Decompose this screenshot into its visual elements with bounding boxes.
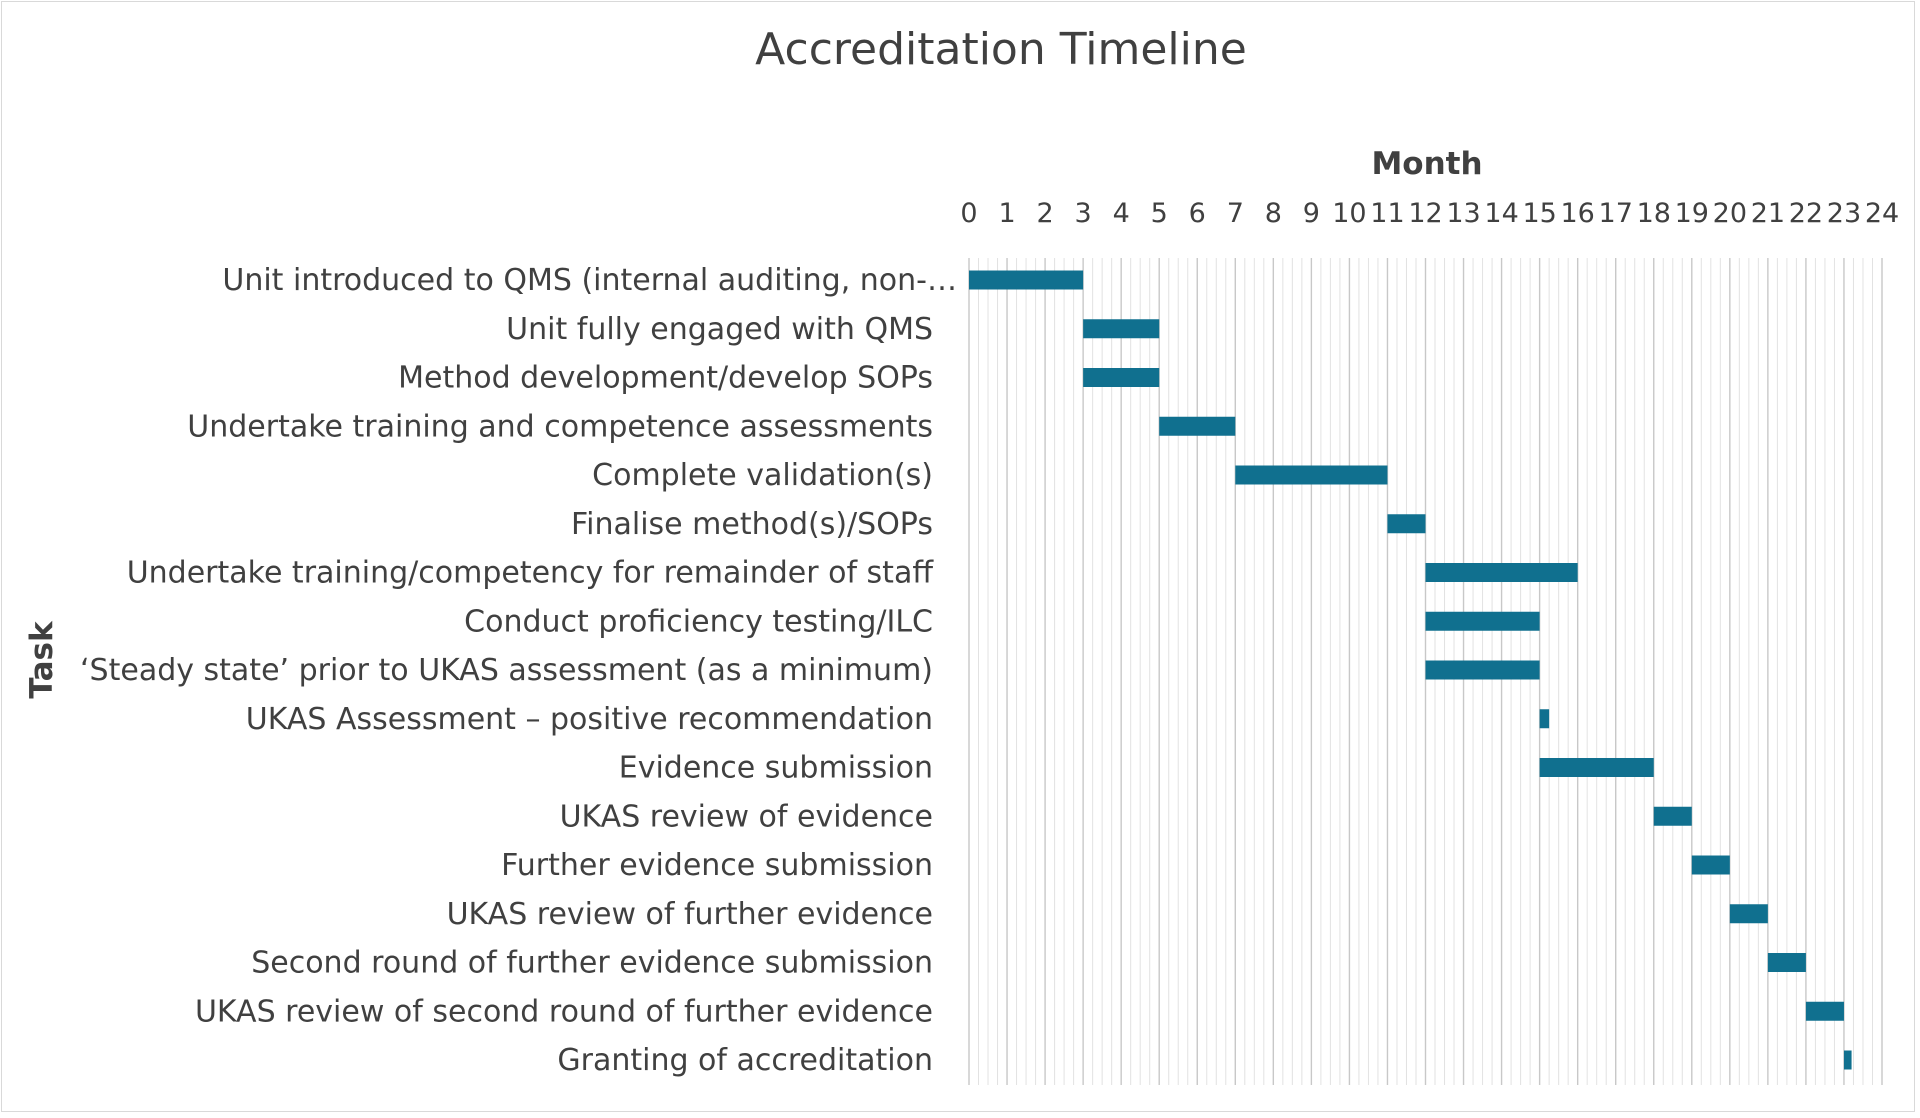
task-label: Undertake training/competency for remain… xyxy=(127,556,935,591)
x-tick-label: 14 xyxy=(1484,198,1518,229)
x-tick-label: 23 xyxy=(1827,198,1861,229)
task-label: UKAS review of second round of further e… xyxy=(195,994,933,1029)
task-bar xyxy=(1539,709,1550,729)
x-tick-label: 22 xyxy=(1789,198,1823,229)
x-tick-label: 13 xyxy=(1446,198,1480,229)
x-tick-label: 5 xyxy=(1151,198,1168,229)
task-bar xyxy=(1425,611,1540,631)
x-tick-label: 15 xyxy=(1522,198,1556,229)
task-label: UKAS review of further evidence xyxy=(447,897,933,932)
x-tick-label: 7 xyxy=(1227,198,1244,229)
task-bar xyxy=(1539,758,1654,777)
grid-lines xyxy=(968,258,1883,1085)
task-label: UKAS Assessment – positive recommendatio… xyxy=(246,702,933,737)
task-labels: Unit introduced to QMS (internal auditin… xyxy=(80,263,957,1078)
task-bar xyxy=(1805,1001,1844,1021)
x-tick-label: 6 xyxy=(1189,198,1206,229)
task-label: ‘Steady state’ prior to UKAS assessment … xyxy=(80,653,933,688)
y-axis-title: Task xyxy=(24,620,60,699)
task-bars xyxy=(969,270,1852,1070)
task-label: Complete validation(s) xyxy=(592,458,933,493)
x-tick-label: 1 xyxy=(998,198,1015,229)
x-tick-label: 4 xyxy=(1113,198,1130,229)
x-tick-label: 3 xyxy=(1075,198,1092,229)
task-bar xyxy=(1653,806,1692,826)
x-tick-label: 20 xyxy=(1713,198,1747,229)
x-tick-label: 12 xyxy=(1408,198,1442,229)
task-bar xyxy=(1691,855,1730,875)
task-label: Conduct proficiency testing/ILC xyxy=(464,604,933,639)
task-label: Further evidence submission xyxy=(501,848,933,883)
task-label: Finalise method(s)/SOPs xyxy=(571,507,933,542)
x-tick-label: 0 xyxy=(960,198,977,229)
x-tick-label: 21 xyxy=(1751,198,1785,229)
task-label: Granting of accreditation xyxy=(557,1043,933,1078)
task-bar xyxy=(1387,514,1426,534)
x-tick-label: 17 xyxy=(1599,198,1633,229)
x-tick-label: 18 xyxy=(1637,198,1671,229)
x-tick-label: 10 xyxy=(1332,198,1366,229)
task-label: Unit fully engaged with QMS xyxy=(506,312,933,347)
task-bar xyxy=(1083,368,1160,387)
task-bar xyxy=(1767,953,1806,972)
task-bar xyxy=(1159,416,1236,436)
x-tick-label: 11 xyxy=(1370,198,1404,229)
task-bar xyxy=(1083,319,1160,339)
x-tick-label: 24 xyxy=(1865,198,1899,229)
task-label: UKAS review of evidence xyxy=(560,799,933,834)
x-tick-label: 9 xyxy=(1303,198,1320,229)
x-tick-label: 2 xyxy=(1036,198,1053,229)
x-tick-label: 16 xyxy=(1560,198,1594,229)
x-tick-label: 19 xyxy=(1675,198,1709,229)
task-label: Unit introduced to QMS (internal auditin… xyxy=(222,263,957,298)
task-label: Evidence submission xyxy=(619,751,933,786)
x-axis-ticks: 0 1 2 3 4 5 6 7 8 9 10 11 12 13 14 15 16 17 18 19 20 21 22 23 24 xyxy=(960,198,1899,229)
task-bar xyxy=(1425,660,1540,680)
task-bar xyxy=(1729,904,1768,924)
task-bar xyxy=(1235,465,1388,485)
task-bar xyxy=(969,270,1084,290)
task-label: Second round of further evidence submiss… xyxy=(251,946,933,981)
chart-title: Accreditation Timeline xyxy=(755,24,1247,75)
task-bar xyxy=(1843,1050,1852,1070)
x-axis-title: Month xyxy=(1371,146,1482,182)
task-label: Method development/develop SOPs xyxy=(398,361,933,396)
task-bar xyxy=(1425,563,1578,582)
task-label: Undertake training and competence assess… xyxy=(187,409,933,444)
x-tick-label: 8 xyxy=(1265,198,1282,229)
